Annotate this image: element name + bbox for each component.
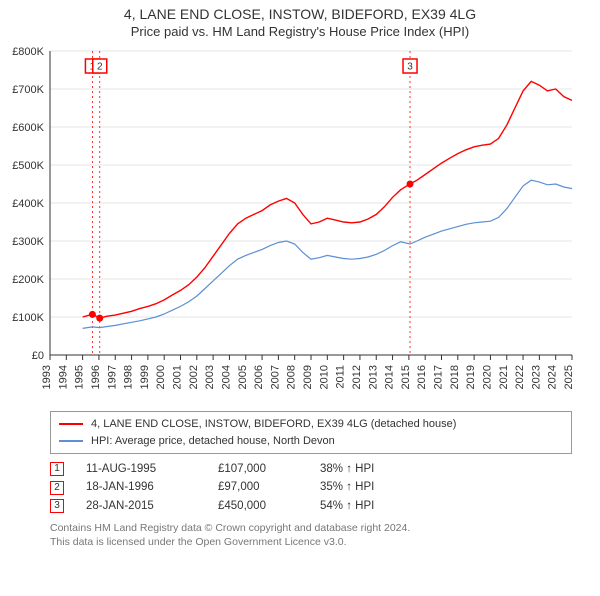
svg-text:2008: 2008 [286,365,298,389]
transaction-date: 18-JAN-1996 [86,478,196,496]
legend-label: 4, LANE END CLOSE, INSTOW, BIDEFORD, EX3… [91,416,456,433]
price-chart: £0 £100K £200K £300K £400K £500K £600K £700K £80… [0,45,580,405]
transaction-date: 28-JAN-2015 [86,497,196,515]
svg-text:2009: 2009 [302,365,314,389]
transaction-pct: 38% ↑ HPI [320,460,410,478]
svg-text:1994: 1994 [57,365,69,389]
svg-text:2001: 2001 [172,365,184,389]
svg-text:£0: £0 [32,350,44,362]
svg-text:£300K: £300K [12,236,44,248]
transaction-price: £97,000 [218,478,298,496]
svg-text:2006: 2006 [253,365,265,389]
transaction-price: £450,000 [218,497,298,515]
legend-item: 4, LANE END CLOSE, INSTOW, BIDEFORD, EX3… [59,416,563,433]
svg-text:2007: 2007 [269,365,281,389]
svg-text:1999: 1999 [139,365,151,389]
svg-text:2005: 2005 [237,365,249,389]
svg-text:2018: 2018 [449,365,461,389]
svg-text:1996: 1996 [90,365,102,389]
svg-text:2023: 2023 [530,365,542,389]
svg-text:£800K: £800K [12,46,44,58]
attribution: Contains HM Land Registry data © Crown c… [50,521,572,549]
transaction-date: 11-AUG-1995 [86,460,196,478]
svg-text:2: 2 [97,62,103,73]
transaction-marker-icon: 3 [50,499,64,513]
svg-text:2022: 2022 [514,365,526,389]
svg-text:£100K: £100K [12,312,44,324]
page-title: 4, LANE END CLOSE, INSTOW, BIDEFORD, EX3… [0,6,600,22]
svg-text:2012: 2012 [351,365,363,389]
svg-text:2021: 2021 [498,365,510,389]
transaction-marker-icon: 1 [50,462,64,476]
svg-text:2003: 2003 [204,365,216,389]
svg-text:2000: 2000 [155,365,167,389]
table-row: 2 18-JAN-1996 £97,000 35% ↑ HPI [50,478,572,496]
svg-text:2010: 2010 [318,365,330,389]
svg-text:2016: 2016 [416,365,428,389]
transaction-table: 1 11-AUG-1995 £107,000 38% ↑ HPI 2 18-JA… [50,460,572,515]
svg-text:2014: 2014 [384,365,396,389]
svg-text:£500K: £500K [12,160,44,172]
svg-text:2020: 2020 [481,365,493,389]
transaction-pct: 35% ↑ HPI [320,478,410,496]
svg-text:2017: 2017 [433,365,445,389]
attribution-line: This data is licensed under the Open Gov… [50,535,572,549]
legend-swatch [59,423,83,425]
legend-item: HPI: Average price, detached house, Nort… [59,433,563,450]
legend: 4, LANE END CLOSE, INSTOW, BIDEFORD, EX3… [50,411,572,454]
svg-text:2024: 2024 [547,365,559,389]
svg-text:2004: 2004 [220,365,232,389]
svg-text:2025: 2025 [563,365,575,389]
attribution-line: Contains HM Land Registry data © Crown c… [50,521,572,535]
table-row: 3 28-JAN-2015 £450,000 54% ↑ HPI [50,497,572,515]
svg-text:3: 3 [407,62,413,73]
svg-text:2011: 2011 [335,365,347,389]
svg-text:1993: 1993 [41,365,53,389]
svg-text:£700K: £700K [12,84,44,96]
transaction-price: £107,000 [218,460,298,478]
table-row: 1 11-AUG-1995 £107,000 38% ↑ HPI [50,460,572,478]
svg-text:£600K: £600K [12,122,44,134]
svg-text:£400K: £400K [12,198,44,210]
svg-text:1995: 1995 [74,365,86,389]
legend-swatch [59,440,83,442]
svg-text:1997: 1997 [106,365,118,389]
svg-text:2002: 2002 [188,365,200,389]
page-subtitle: Price paid vs. HM Land Registry's House … [0,24,600,39]
svg-text:2019: 2019 [465,365,477,389]
transaction-pct: 54% ↑ HPI [320,497,410,515]
legend-label: HPI: Average price, detached house, Nort… [91,433,335,450]
svg-text:2013: 2013 [367,365,379,389]
svg-text:1998: 1998 [123,365,135,389]
svg-text:2015: 2015 [400,365,412,389]
chart-container: £0 £100K £200K £300K £400K £500K £600K £700K £80… [0,45,590,405]
transaction-marker-icon: 2 [50,481,64,495]
svg-text:£200K: £200K [12,274,44,286]
